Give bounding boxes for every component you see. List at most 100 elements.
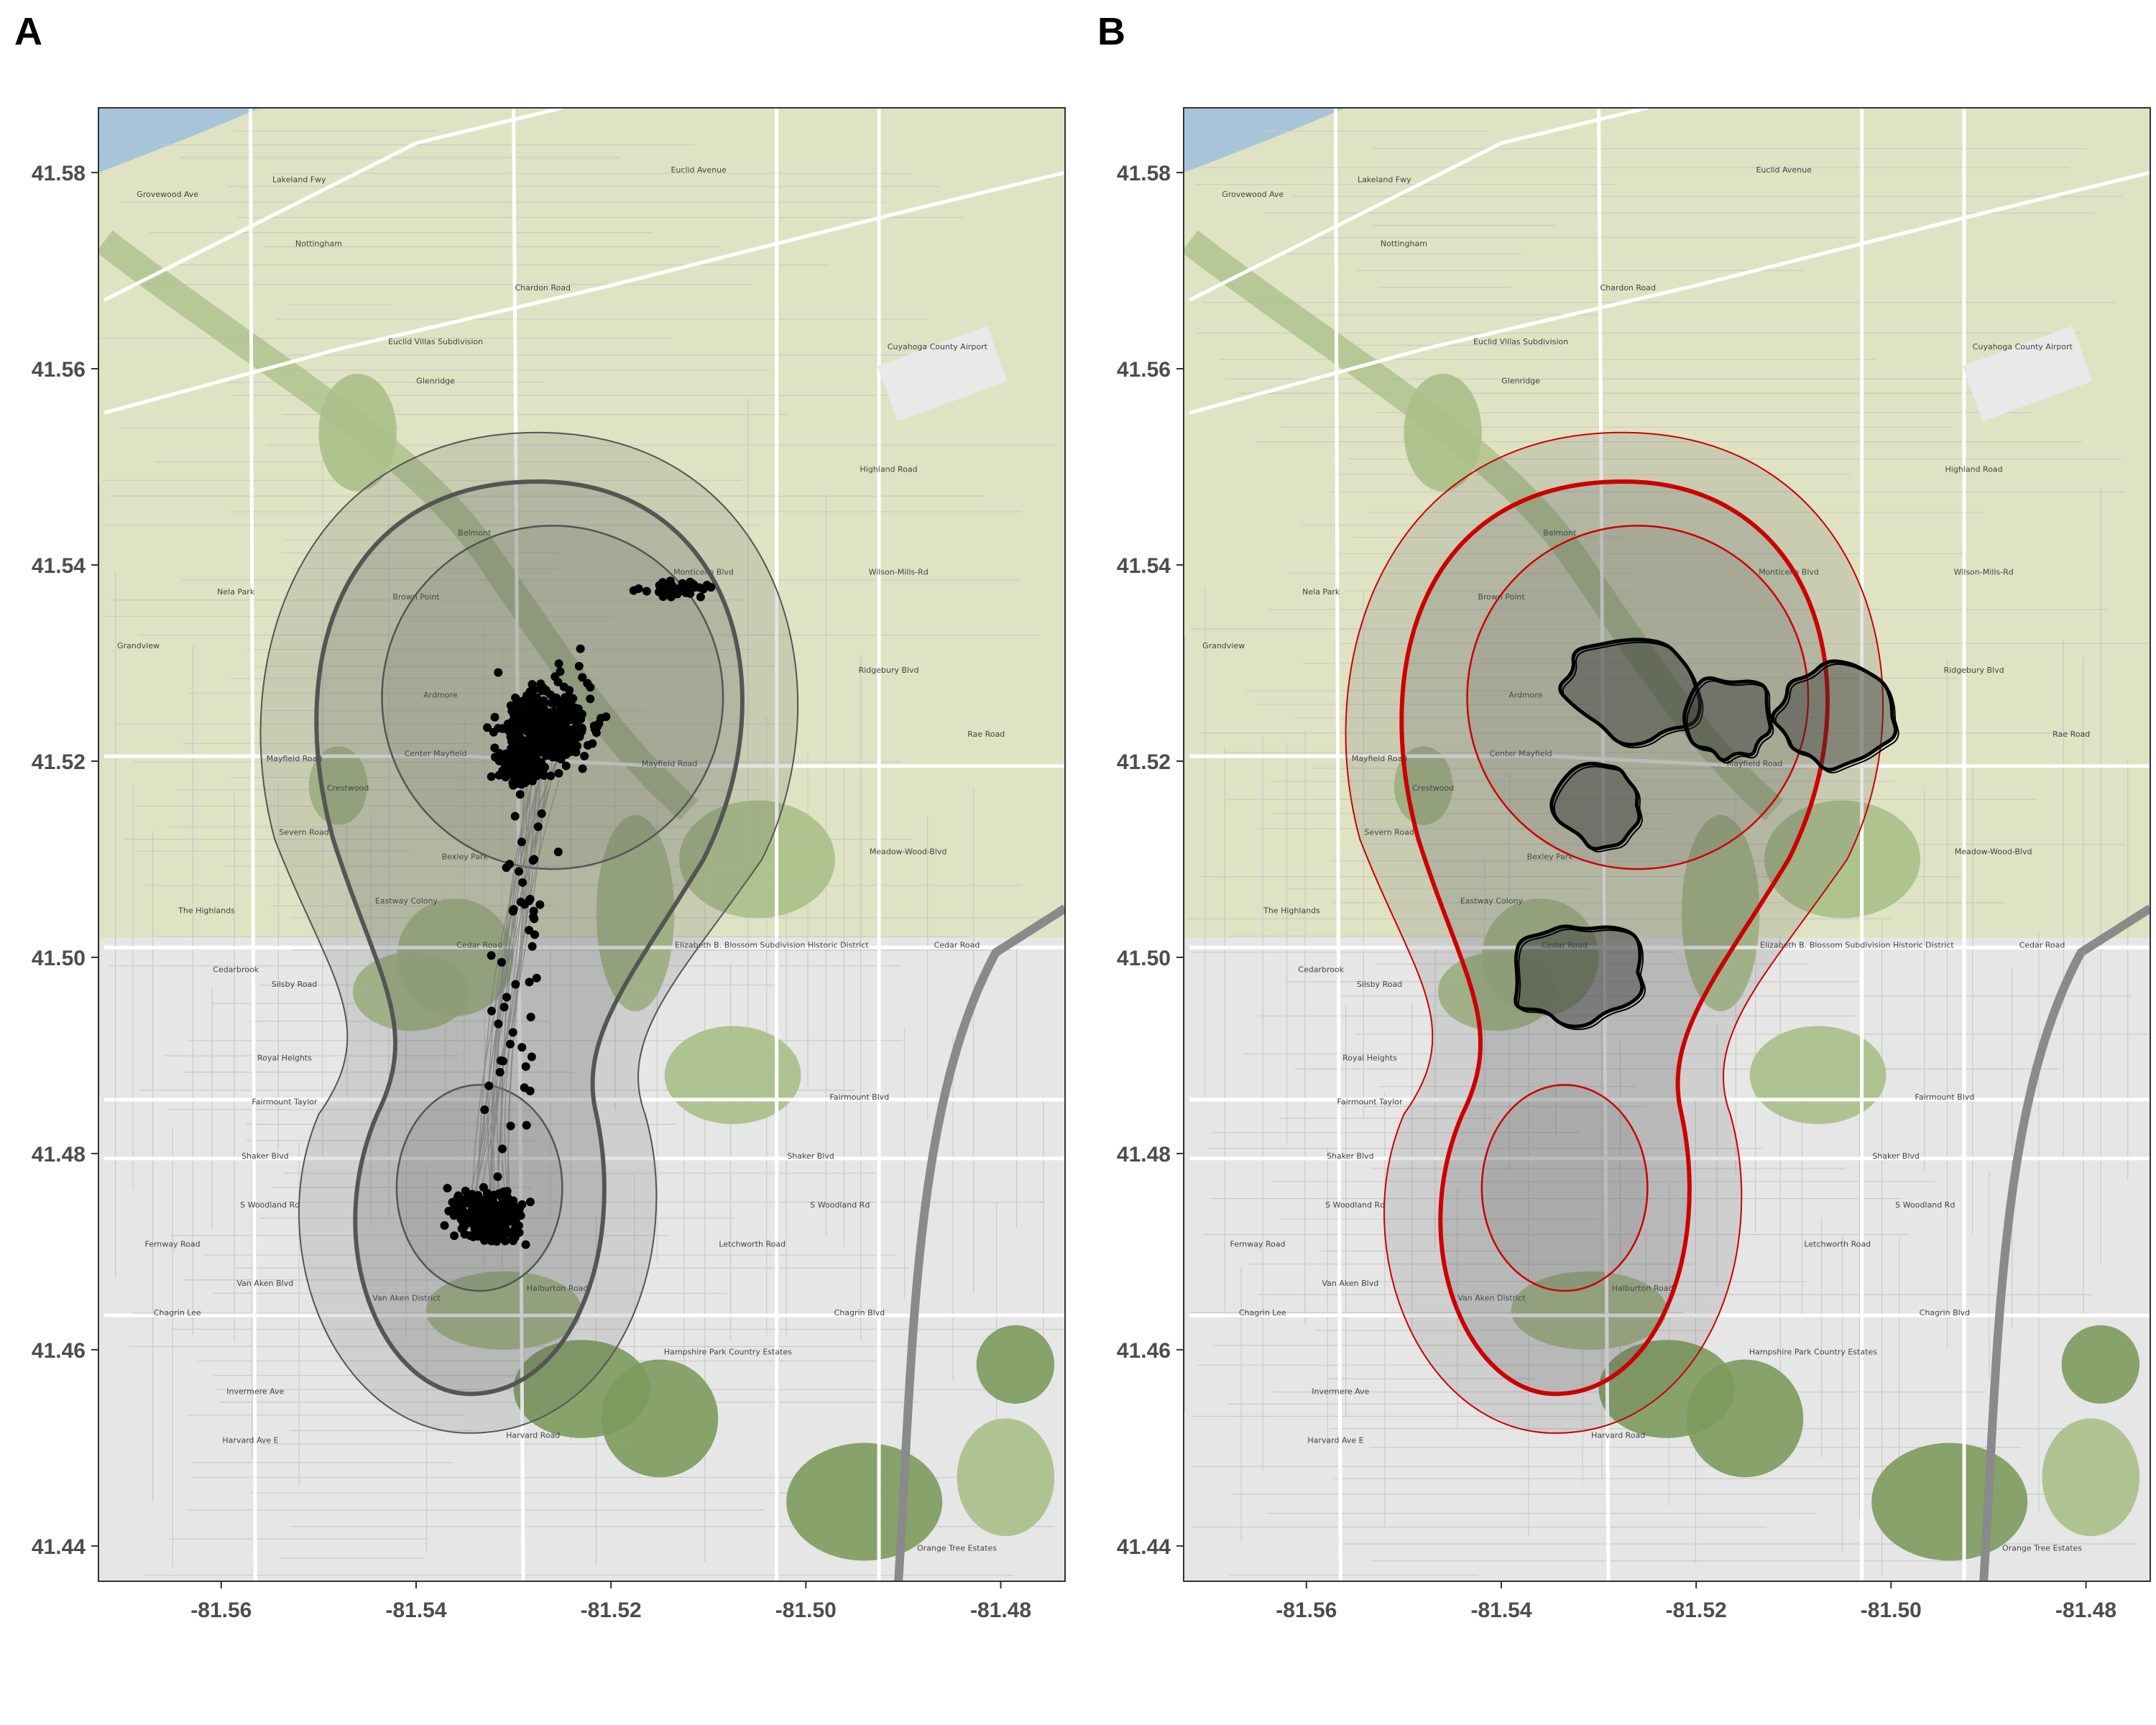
major-road (1189, 754, 2150, 768)
gps-point (443, 1184, 452, 1193)
map-place-label: Harvard Ave E (222, 1436, 278, 1445)
main-contour-50 (1399, 479, 1830, 1397)
gps-point (490, 712, 499, 722)
panel-b-map[interactable]: Lakeland Fwy Grovewood Ave Nottingham Eucli… (1184, 108, 2150, 1581)
map-place-label: Harvard Ave E (1307, 1436, 1363, 1445)
gps-point (517, 1043, 527, 1052)
map-place-label: Ardmore (1508, 690, 1543, 699)
gps-point (525, 1197, 535, 1207)
gps-points (440, 576, 716, 1249)
gps-point (569, 714, 579, 723)
map-place-label: Van Aken District (372, 1294, 441, 1303)
gps-point (507, 750, 516, 760)
gps-point (642, 586, 651, 596)
gps-point (548, 727, 557, 737)
gps-point (494, 1019, 503, 1029)
gps-point (508, 1200, 517, 1209)
gps-point (510, 811, 520, 821)
inner-contour-south (1480, 1084, 1649, 1292)
map-place-label: Monticello Blvd (673, 568, 734, 577)
map-place-label: S Woodland Rd (1895, 1200, 1955, 1210)
gps-point (515, 790, 525, 799)
map-place-label: The Highlands (178, 906, 235, 916)
panel-a-map[interactable]: Lakeland Fwy Grovewood Ave Nottingham Eucli… (98, 108, 1070, 1581)
gps-point (588, 739, 597, 748)
gps-point (497, 957, 507, 967)
map-place-label: Chagrin Blvd (1920, 1308, 1971, 1317)
gps-point (505, 1039, 515, 1049)
gps-point (525, 926, 534, 935)
x-tick-label: -81.48 (2055, 1598, 2116, 1622)
y-tick-label: 41.48 (1117, 1143, 1171, 1167)
map-place-label: Fairmount Blvd (830, 1092, 890, 1102)
trajectory-lines (470, 744, 562, 1225)
gps-point (479, 1183, 488, 1192)
map-place-label: Grovewood Ave (137, 190, 198, 199)
gps-point (510, 742, 519, 751)
gps-point (580, 751, 589, 760)
gps-point (578, 764, 587, 773)
map-place-label: Rae Road (2053, 730, 2090, 739)
gps-point (558, 739, 568, 748)
park-area (957, 1418, 1055, 1537)
gps-point (557, 701, 566, 710)
panel-b-overlay (1345, 431, 1899, 1434)
park-area (664, 1026, 801, 1124)
gps-point (550, 735, 560, 745)
gps-point (689, 580, 699, 589)
kernel-density-polygons (1514, 638, 1899, 1031)
map-place-label: Royal Heights (1342, 1053, 1397, 1062)
gps-point (550, 710, 560, 719)
river-valley (98, 230, 699, 821)
gps-point (528, 699, 537, 708)
gps-point (561, 761, 571, 770)
y-tick-label: 41.52 (32, 750, 86, 774)
map-place-label: Cedar Road (2019, 940, 2065, 949)
gps-point (525, 743, 535, 753)
park-area (2042, 1418, 2140, 1537)
map-place-label: Shaker Blvd (1872, 1151, 1920, 1161)
highway-i271 (894, 904, 1065, 1581)
map-place-label: Cedarbrook (1298, 965, 1344, 974)
map-place-label: Wilson-Mills-Rd (869, 568, 929, 577)
gps-point (487, 1006, 497, 1016)
gps-point (554, 659, 563, 668)
gps-point (550, 717, 559, 727)
airport-runway (877, 326, 1008, 422)
map-place-label: Highland Road (860, 464, 918, 474)
map-place-label: Highland Road (1945, 464, 2003, 474)
density-blob-center-outline (1553, 765, 1643, 852)
gps-point (558, 725, 568, 735)
trajectory-line (500, 759, 525, 1195)
major-road (1597, 108, 1611, 1581)
major-road (249, 108, 257, 1581)
gps-point (542, 746, 551, 755)
map-place-label: Grovewood Ave (1222, 190, 1284, 199)
gps-point (469, 1195, 478, 1204)
y-tick-label: 41.44 (32, 1535, 86, 1559)
panel-a-label: A (14, 10, 42, 53)
park-area (1686, 1359, 1804, 1478)
gps-point (591, 728, 601, 737)
gps-point (489, 1223, 499, 1232)
gps-point (506, 1121, 515, 1131)
gps-point (536, 726, 545, 735)
gps-point (520, 736, 530, 745)
park-area (1681, 815, 1760, 1012)
gps-point (528, 942, 537, 951)
map-place-label: Nela Park (217, 587, 255, 597)
map-place-label: Brown Point (1478, 592, 1525, 602)
gps-point (553, 753, 562, 762)
gps-point (666, 592, 676, 602)
panel-b-map-labels: Lakeland Fwy Grovewood Ave Nottingham Eucli… (1202, 165, 2090, 1553)
map-place-label: Shaker Blvd (1327, 1151, 1374, 1161)
gps-point (529, 912, 538, 921)
panel-a-axes: -81.56 -81.54 -81.52 -81.50 -81.48 41.58 41.56… (32, 162, 1031, 1622)
panel-b: Lakeland Fwy Grovewood Ave Nottingham Eucli… (1117, 107, 2151, 1622)
y-tick-label: 41.50 (32, 947, 86, 970)
map-place-label: Bexley Park (442, 852, 489, 861)
gps-point (522, 1121, 531, 1130)
gps-point (480, 1105, 489, 1114)
map-place-label: Lakeland Fwy (272, 175, 326, 185)
map-place-label: Chagrin Lee (1239, 1308, 1286, 1317)
